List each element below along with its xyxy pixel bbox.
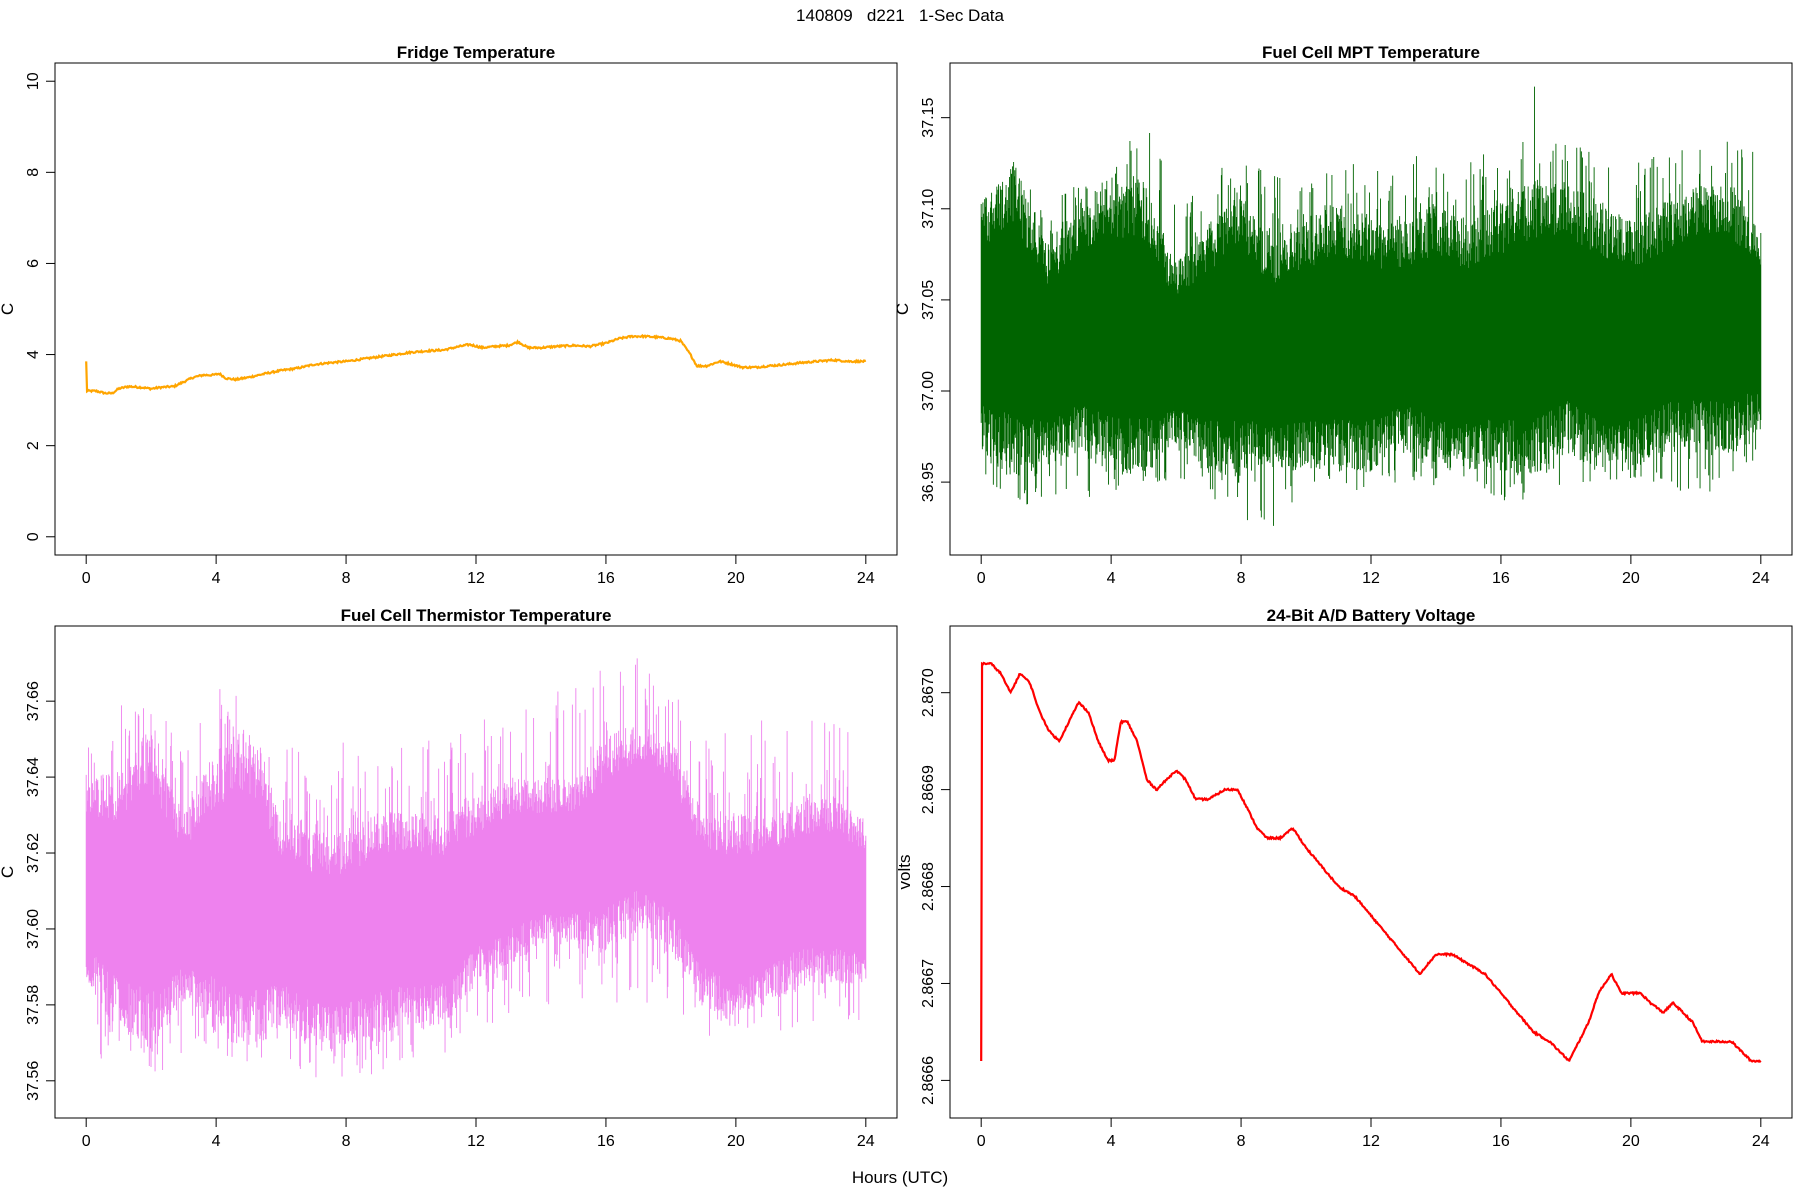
y-tick-label: 37.15 [920, 98, 937, 138]
page-title: 140809 d221 1-Sec Data [796, 6, 1004, 25]
plot-frame [949, 625, 1793, 1119]
x-tick-label: 24 [1752, 1133, 1770, 1150]
y-tick-label: 2.8666 [920, 1056, 937, 1105]
x-tick-label: 0 [977, 570, 986, 587]
x-tick-label: 12 [467, 570, 485, 587]
x-tick-label: 4 [212, 570, 221, 587]
panel-title: Fridge Temperature [397, 43, 555, 62]
x-tick-label: 4 [1107, 570, 1116, 587]
y-tick-label: 37.64 [25, 757, 42, 797]
x-tick-label: 4 [1107, 1133, 1116, 1150]
x-tick-label: 0 [82, 570, 91, 587]
x-tick-label: 20 [1622, 570, 1640, 587]
y-tick-label: 6 [25, 259, 42, 268]
x-tick-label: 8 [342, 570, 351, 587]
y-tick-label: 37.10 [920, 189, 937, 229]
x-tick-label: 16 [597, 1133, 615, 1150]
x-tick-label: 20 [727, 570, 745, 587]
y-tick-label: 2.8668 [920, 862, 937, 911]
series-line [85, 333, 867, 395]
y-tick-label: 37.66 [25, 681, 42, 721]
x-tick-label: 8 [1237, 1133, 1246, 1150]
panel-title: Fuel Cell MPT Temperature [1262, 43, 1480, 62]
series-band [980, 86, 1762, 526]
global-x-axis-label: Hours (UTC) [851, 1168, 949, 1187]
panel-3: Fuel Cell Thermistor Temperature 0 4 8 12 16 2… [0, 606, 898, 1150]
y-tick-label: 37.62 [25, 833, 42, 873]
x-tick-label: 16 [597, 570, 615, 587]
x-tick-label: 24 [1752, 570, 1770, 587]
y-tick-label: 36.95 [920, 462, 937, 502]
y-tick-label: 10 [25, 72, 42, 90]
y-axis-label: C [893, 303, 912, 315]
x-tick-label: 8 [1237, 570, 1246, 587]
x-tick-label: 12 [1362, 1133, 1380, 1150]
y-axis-label: volts [895, 855, 914, 890]
x-tick-label: 12 [467, 1133, 485, 1150]
x-tick-label: 4 [212, 1133, 221, 1150]
y-axis-label: C [0, 866, 17, 878]
y-tick-label: 2 [25, 441, 42, 450]
y-tick-label: 37.60 [25, 909, 42, 949]
panel-4: 24-Bit A/D Battery Voltage 0 4 8 12 16 20 24 2.8… [895, 606, 1793, 1150]
panel-title: 24-Bit A/D Battery Voltage [1267, 606, 1476, 625]
x-tick-label: 24 [857, 570, 875, 587]
series-band [85, 658, 867, 1078]
y-tick-label: 37.58 [25, 985, 42, 1025]
x-tick-label: 20 [1622, 1133, 1640, 1150]
x-tick-label: 24 [857, 1133, 875, 1150]
y-tick-label: 37.00 [920, 371, 937, 411]
y-tick-label: 2.8670 [920, 668, 937, 717]
x-tick-label: 0 [977, 1133, 986, 1150]
x-tick-label: 0 [82, 1133, 91, 1150]
panel-1: Fridge Temperature048121620240246810C [0, 43, 898, 587]
x-tick-label: 16 [1492, 570, 1510, 587]
y-tick-label: 8 [25, 168, 42, 177]
x-tick-label: 20 [727, 1133, 745, 1150]
y-tick-label: 4 [25, 350, 42, 359]
y-tick-label: 37.56 [25, 1061, 42, 1101]
y-tick-label: 0 [25, 532, 42, 541]
series-line [980, 661, 1762, 1063]
x-tick-label: 12 [1362, 570, 1380, 587]
y-tick-label: 2.8669 [920, 765, 937, 814]
y-tick-label: 2.8667 [920, 959, 937, 1008]
panel-title: Fuel Cell Thermistor Temperature [341, 606, 612, 625]
y-axis-label: C [0, 303, 17, 315]
plot-frame [54, 62, 898, 556]
panel-2: Fuel Cell MPT Temperature 0 4 8 12 16 20 24 36.9… [893, 43, 1793, 587]
x-tick-label: 8 [342, 1133, 351, 1150]
x-tick-label: 16 [1492, 1133, 1510, 1150]
y-tick-label: 37.05 [920, 280, 937, 320]
